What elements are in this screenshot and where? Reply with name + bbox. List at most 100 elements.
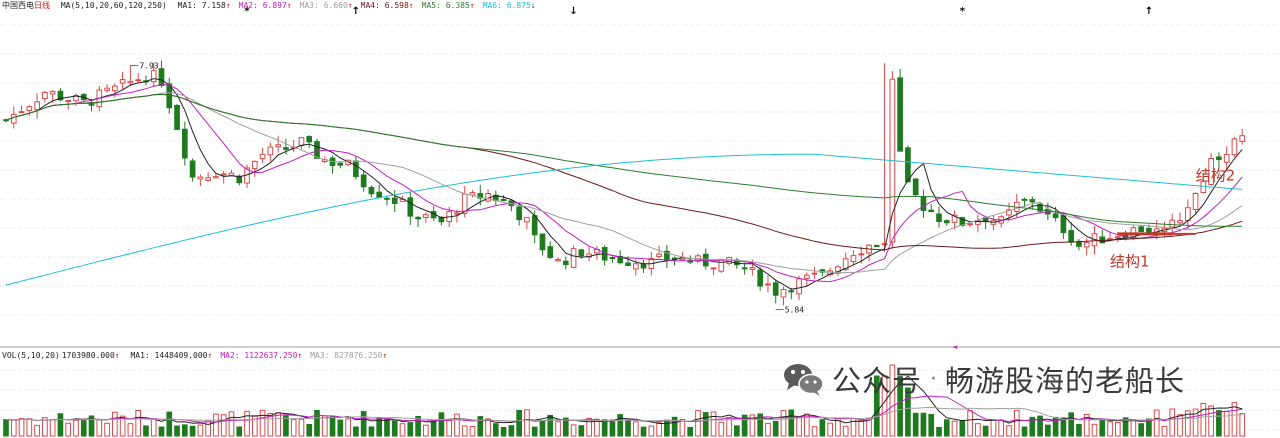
volume-bar — [220, 414, 227, 437]
volume-bar — [298, 418, 305, 437]
volume-bar — [57, 413, 64, 437]
structure1-label: 结构1 — [1110, 252, 1150, 270]
volume-bar — [687, 426, 694, 437]
volume-bar — [811, 426, 818, 437]
candle-body — [119, 79, 126, 84]
volume-bar — [632, 421, 639, 437]
volume-bar — [625, 419, 631, 437]
volume-bar — [236, 426, 243, 437]
watermark-name: 畅游股海的老船长 — [945, 364, 1186, 398]
volume-bar — [1153, 409, 1160, 437]
volume-bar — [10, 419, 17, 437]
candle-body — [1114, 236, 1121, 239]
watermark-separator: · — [930, 366, 938, 392]
candle-body — [228, 172, 235, 176]
candle-body — [531, 215, 538, 236]
candle-body — [236, 175, 243, 184]
volume-bar — [1208, 405, 1214, 437]
candle-body — [205, 177, 211, 181]
volume-bar — [726, 416, 732, 437]
volume-bar — [469, 426, 476, 437]
candle-body — [967, 223, 973, 226]
volume-bar — [765, 422, 771, 437]
volume-bar — [656, 421, 662, 437]
volume-bar — [1045, 424, 1051, 437]
candle-body — [407, 197, 414, 217]
candle-body — [640, 263, 647, 269]
volume-bar — [1091, 423, 1098, 437]
volume-bar — [1200, 403, 1207, 437]
volume-bar — [119, 415, 126, 437]
candle-body — [741, 267, 748, 270]
volume-bar — [881, 375, 888, 437]
volume-bar — [951, 420, 958, 437]
candle-body — [912, 178, 919, 196]
vol-ma-legend-3: MA3: 827876.250↑ — [310, 351, 388, 360]
watermark-brand: 公众号 — [832, 364, 923, 398]
volume-bar — [842, 425, 849, 437]
volume-bar — [1037, 415, 1043, 437]
volume-bar — [306, 423, 313, 437]
volume-bar — [399, 423, 406, 437]
event-marker: ↑ — [352, 6, 360, 17]
volume-bar — [1029, 416, 1036, 437]
volume-bar — [430, 421, 437, 437]
volume-bar — [329, 416, 336, 437]
volume-bar — [174, 425, 180, 437]
vol-value: 1703980.000 — [61, 351, 115, 360]
volume-bar — [446, 420, 453, 437]
candle-body — [174, 104, 180, 130]
candle-body — [26, 106, 33, 111]
event-marker: ↓ — [569, 6, 577, 17]
candle-body — [438, 216, 445, 223]
volume-bar — [485, 418, 491, 437]
volume-bar — [943, 419, 950, 437]
candle-body — [88, 102, 95, 106]
volume-bar — [166, 411, 173, 437]
candle-body — [500, 198, 507, 201]
candle-body — [477, 193, 484, 199]
volume-bar — [959, 419, 966, 437]
event-marker: ↑ — [1145, 6, 1153, 17]
ma-legend-5: MA5: 6.385↑ — [421, 1, 475, 10]
candle-body — [516, 206, 522, 221]
volume-bar — [936, 426, 942, 437]
volume-bar — [1130, 420, 1137, 437]
volume-bar — [1184, 410, 1191, 437]
candle-body — [213, 176, 219, 179]
candle-body — [42, 91, 48, 100]
volume-bar — [858, 419, 865, 437]
volume-bar — [695, 410, 701, 437]
period-marker: ◄ — [952, 343, 958, 351]
candle-body — [578, 249, 585, 257]
candle-body — [1223, 153, 1230, 163]
volume-bar — [594, 418, 600, 437]
volume-bar — [259, 409, 266, 437]
candle-body — [1083, 242, 1090, 248]
volume-bar — [1161, 425, 1168, 437]
volume-bar — [772, 420, 779, 437]
volume-bar — [757, 413, 764, 437]
candle-body — [34, 101, 40, 111]
candle-body — [539, 233, 546, 251]
candle-body — [1169, 219, 1176, 228]
ma20-line — [5, 92, 1243, 274]
volume-bar — [702, 412, 709, 437]
volume-bar — [407, 422, 414, 437]
volume-bar — [1177, 414, 1183, 437]
candle-body — [391, 197, 398, 204]
candle-body — [1029, 199, 1036, 203]
volume-bar — [617, 414, 624, 437]
volume-bar — [461, 425, 468, 437]
volume-bar — [866, 417, 872, 437]
stock-name: 中国西电 — [2, 1, 34, 10]
candle-body — [943, 220, 950, 224]
candle-body — [873, 244, 880, 247]
volume-bar — [741, 414, 748, 437]
volume-bar — [181, 424, 188, 437]
volume-bar — [975, 423, 981, 437]
candle-body — [368, 186, 375, 195]
candle-body — [1021, 198, 1028, 201]
candle-body — [1060, 214, 1067, 234]
